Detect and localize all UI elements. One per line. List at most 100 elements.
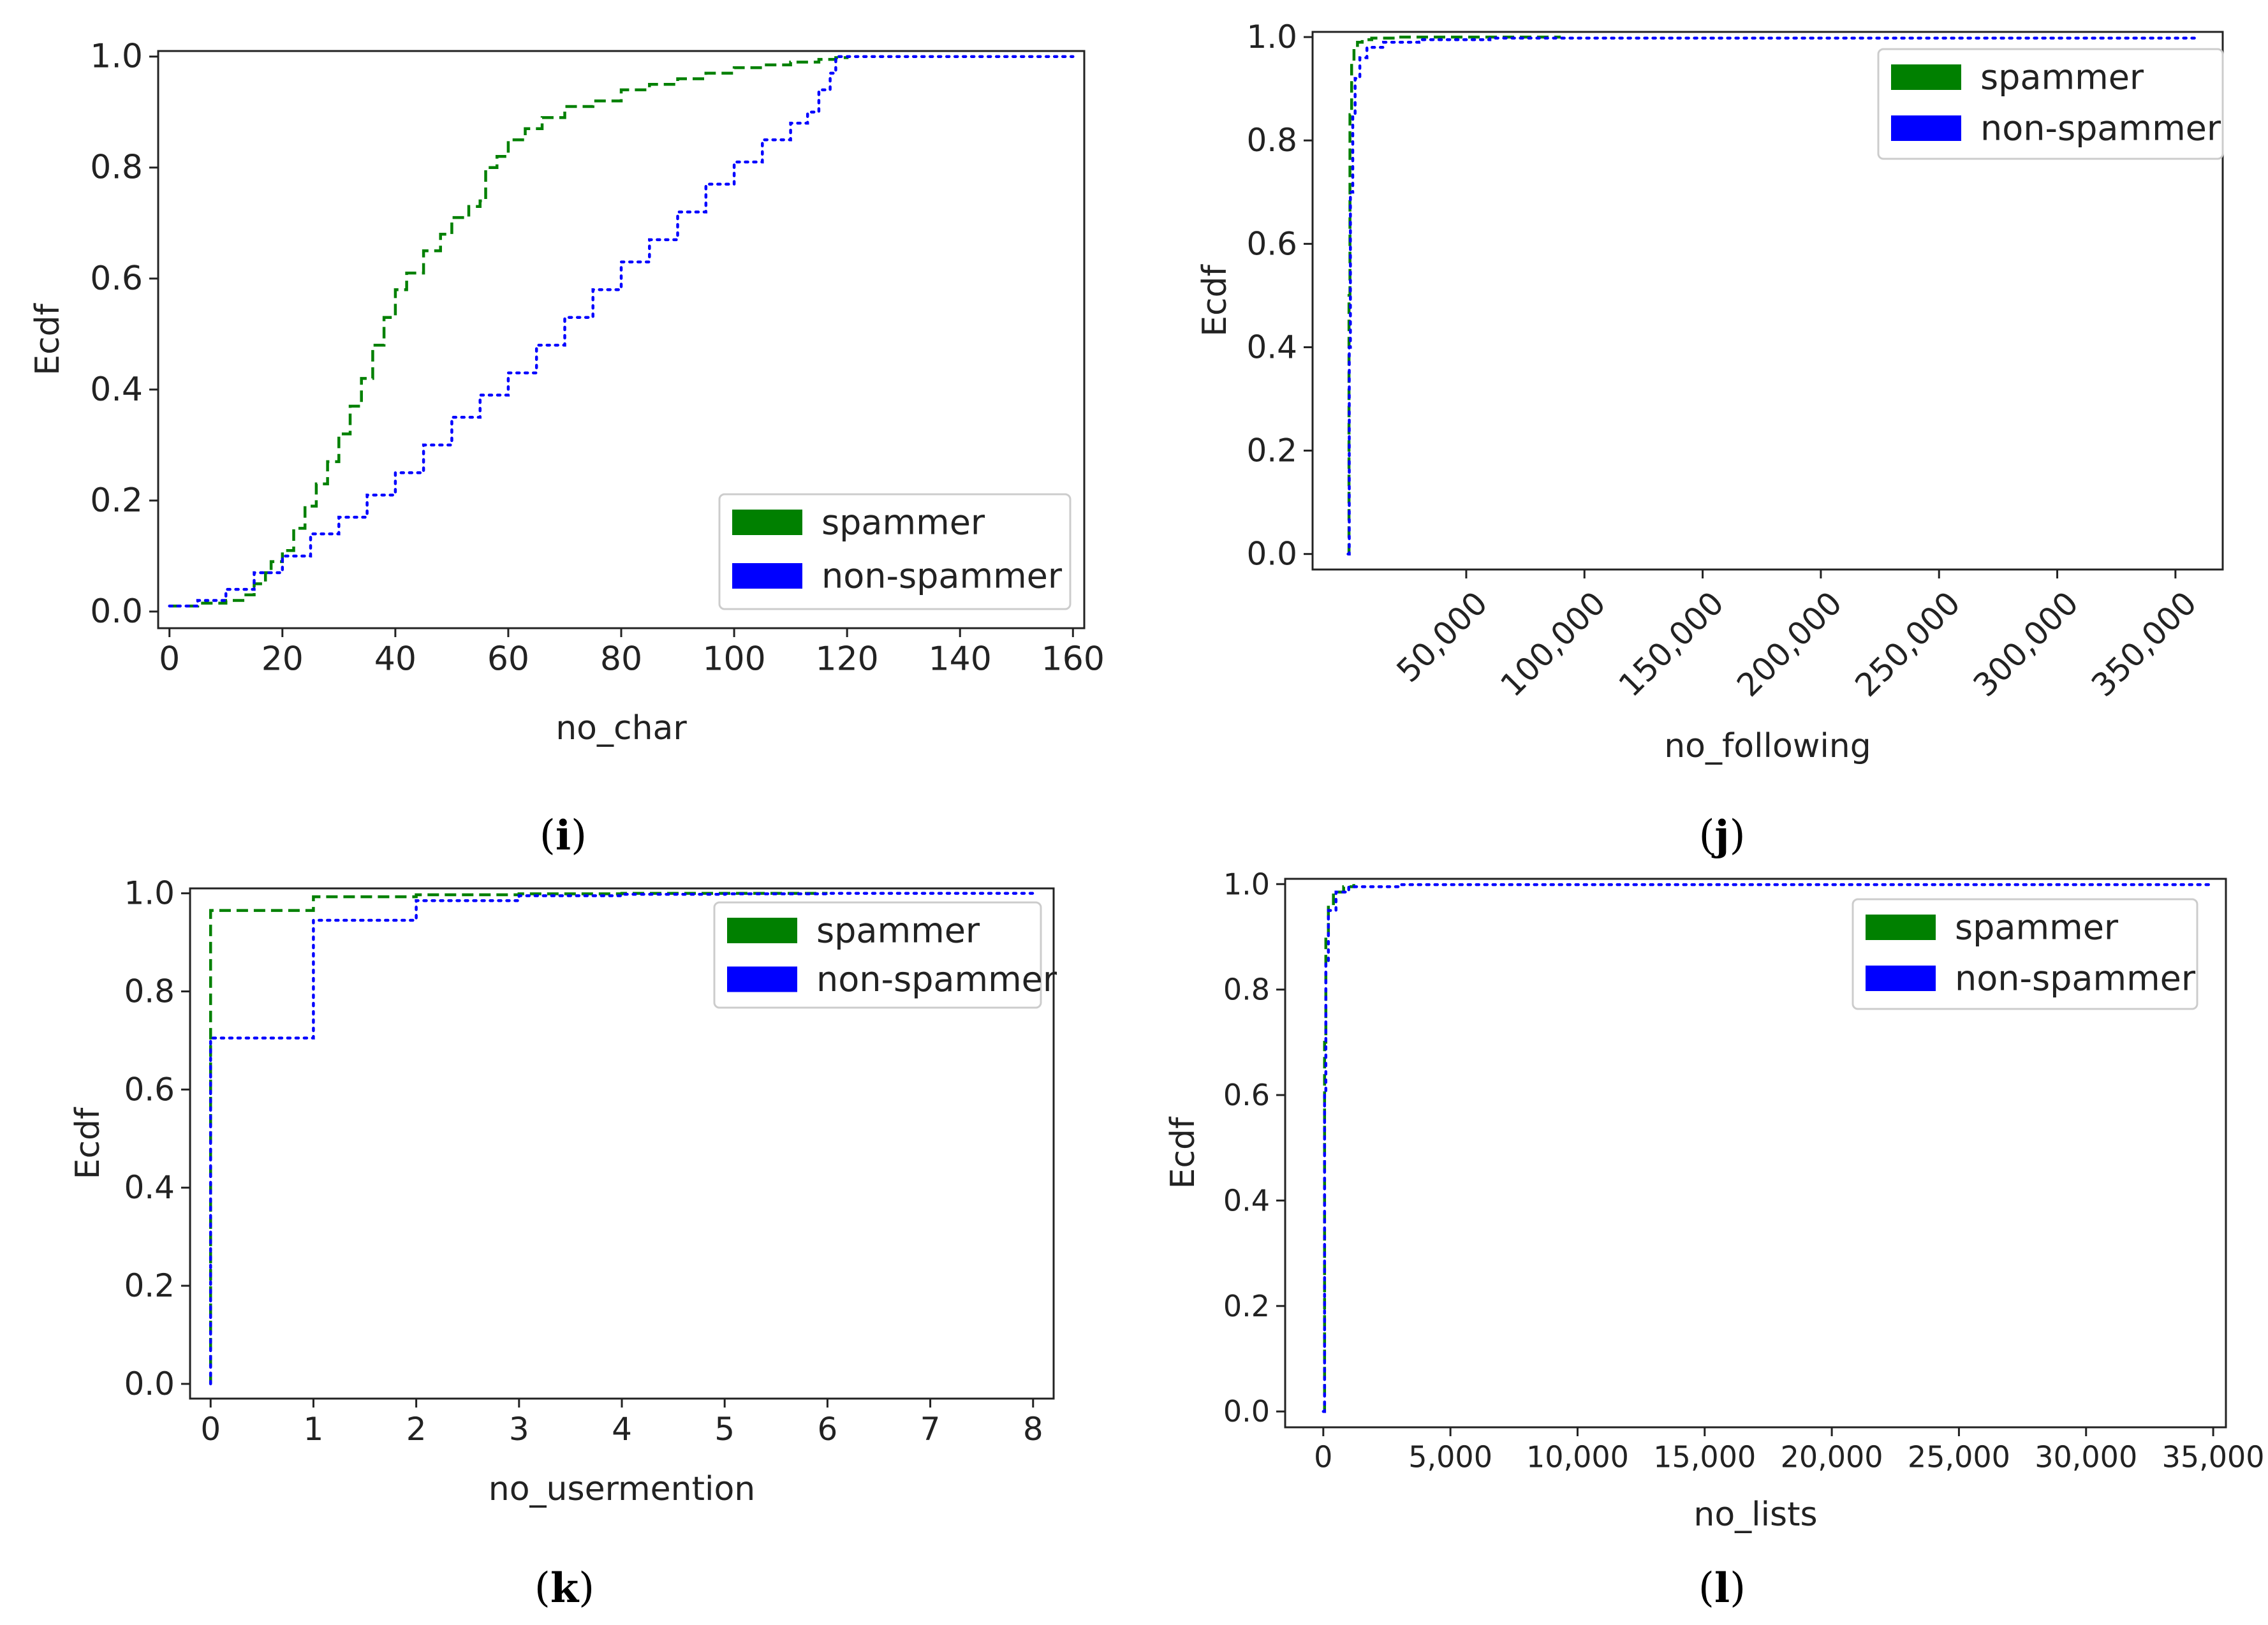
x-tick-label-k: 1 xyxy=(304,1411,324,1448)
plot-frame-l xyxy=(1284,878,2227,1429)
x-axis-label-i: no_char xyxy=(556,709,687,747)
y-tick-label-j: 0.8 xyxy=(1246,122,1297,159)
legend-label-spammer-i: spammer xyxy=(821,503,985,543)
series-spammer-line-l xyxy=(1323,884,1355,1413)
x-tick-label-l: 30,000 xyxy=(2035,1439,2137,1474)
series-non-spammer-line-k xyxy=(209,892,1035,1386)
panel-caption-j: (j) xyxy=(1698,812,1745,860)
series-non-spammer-line-i xyxy=(168,55,1075,608)
y-axis-label-i: Ecdf xyxy=(29,302,67,375)
y-tick-label-i: 0.4 xyxy=(90,371,143,409)
legend-label-non-spammer-k: non-spammer xyxy=(816,959,1057,999)
x-tick-label-i: 60 xyxy=(487,640,529,679)
series-spammer-line-k xyxy=(209,892,828,1384)
x-tick-label-i: 0 xyxy=(159,640,180,679)
y-tick-label-j: 1.0 xyxy=(1246,18,1297,55)
x-tick-label-i: 20 xyxy=(261,640,304,679)
y-tick-label-l: 0.8 xyxy=(1223,973,1270,1007)
series-non-spammer-line-l xyxy=(1322,883,2215,1413)
panel-l: 0.0 0.2 0.4 0.6 0.8 1.0 0 5,000 10,000 15,000 20,0… xyxy=(1164,867,2265,1612)
legend-swatch-spammer-l xyxy=(1866,915,1936,940)
panel-caption-i: (i) xyxy=(540,812,587,860)
x-tick-label-i: 40 xyxy=(374,640,416,679)
y-tick-label-k: 0.8 xyxy=(124,973,175,1010)
y-tick-label-l: 0.2 xyxy=(1223,1289,1270,1323)
panel-caption-k: (k) xyxy=(534,1564,594,1612)
x-tick-label-j: 100,000 xyxy=(1494,584,1613,703)
x-tick-label-l: 15,000 xyxy=(1653,1439,1756,1474)
y-tick-label-i: 0.6 xyxy=(90,260,143,298)
x-tick-label-k: 7 xyxy=(920,1411,941,1448)
x-tick-label-l: 5,000 xyxy=(1408,1439,1492,1474)
legend-swatch-non-spammer-i xyxy=(732,563,802,589)
x-tick-label-j: 50,000 xyxy=(1390,584,1495,689)
legend-swatch-non-spammer-j xyxy=(1891,115,1961,141)
panel-k: 0.0 0.2 0.4 0.6 0.8 1.0 0 1 2 3 4 5 6 7 8 Ecdf no_userme… xyxy=(69,875,1057,1612)
x-tick-label-j: 150,000 xyxy=(1612,584,1731,703)
x-tick-label-i: 80 xyxy=(600,640,642,679)
x-tick-label-j: 250,000 xyxy=(1848,584,1968,703)
y-tick-label-l: 0.0 xyxy=(1223,1394,1270,1429)
x-tick-label-l: 25,000 xyxy=(1908,1439,2010,1474)
x-axis-label-l: no_lists xyxy=(1693,1496,1817,1534)
x-tick-label-k: 6 xyxy=(817,1411,837,1448)
x-tick-label-k: 5 xyxy=(714,1411,735,1448)
x-tick-label-l: 35,000 xyxy=(2162,1439,2265,1474)
x-tick-label-j: 350,000 xyxy=(2084,584,2204,703)
x-tick-label-k: 3 xyxy=(509,1411,529,1448)
y-tick-label-k: 0.6 xyxy=(124,1071,175,1108)
y-tick-label-j: 0.2 xyxy=(1246,432,1297,469)
x-axis-label-k: no_usermention xyxy=(489,1470,756,1508)
y-axis-label-l: Ecdf xyxy=(1164,1116,1202,1189)
legend-swatch-spammer-k xyxy=(727,918,797,943)
legend-label-non-spammer-j: non-spammer xyxy=(1980,108,2221,149)
legend-box-i xyxy=(718,493,1071,610)
y-tick-label-l: 1.0 xyxy=(1223,867,1270,901)
panel-i: 0.0 0.2 0.4 0.6 0.8 1.0 0 20 40 60 80 100 120 140 160 E… xyxy=(29,38,1105,860)
y-tick-label-l: 0.4 xyxy=(1223,1183,1270,1217)
y-tick-label-l: 0.6 xyxy=(1223,1078,1270,1112)
x-tick-label-k: 4 xyxy=(612,1411,632,1448)
x-tick-label-k: 0 xyxy=(200,1411,221,1448)
series-spammer-line-j xyxy=(1347,35,1561,555)
panel-caption-l: (l) xyxy=(1698,1564,1746,1612)
x-tick-label-j: 300,000 xyxy=(1966,584,2086,703)
x-tick-label-k: 2 xyxy=(406,1411,427,1448)
x-tick-label-i: 100 xyxy=(702,640,765,679)
x-tick-label-l: 0 xyxy=(1314,1439,1332,1474)
legend-label-non-spammer-l: non-spammer xyxy=(1955,959,2196,999)
x-axis-label-j: no_following xyxy=(1664,727,1871,765)
legend-swatch-non-spammer-k xyxy=(727,966,797,992)
x-tick-label-j: 200,000 xyxy=(1730,584,1849,703)
y-tick-label-i: 0.8 xyxy=(90,149,143,187)
panel-j: 0.0 0.2 0.4 0.6 0.8 1.0 50,000100,000150,00020… xyxy=(1196,18,2224,860)
legend-label-spammer-l: spammer xyxy=(1955,908,2119,948)
y-tick-label-k: 0.0 xyxy=(124,1365,175,1402)
y-axis-label-k: Ecdf xyxy=(69,1107,107,1179)
y-tick-label-i: 0.2 xyxy=(90,482,143,520)
x-tick-label-l: 20,000 xyxy=(1781,1439,1883,1474)
plot-frame-j xyxy=(1311,31,2224,571)
y-tick-label-k: 1.0 xyxy=(124,875,175,912)
legend-swatch-spammer-j xyxy=(1891,64,1961,90)
y-tick-label-j: 0.4 xyxy=(1246,328,1297,365)
y-tick-label-j: 0.0 xyxy=(1246,536,1297,573)
x-tick-label-i: 120 xyxy=(816,640,879,679)
y-axis-label-j: Ecdf xyxy=(1196,263,1234,336)
x-tick-label-l: 10,000 xyxy=(1526,1439,1629,1474)
legend-swatch-non-spammer-l xyxy=(1866,966,1936,991)
legend-box-l xyxy=(1852,898,2198,1010)
y-tick-label-i: 1.0 xyxy=(90,38,143,76)
legend-label-spammer-k: spammer xyxy=(816,911,980,951)
legend-swatch-spammer-i xyxy=(732,510,802,535)
y-tick-label-j: 0.6 xyxy=(1246,225,1297,262)
y-tick-label-k: 0.4 xyxy=(124,1169,175,1206)
series-non-spammer-line-j xyxy=(1346,35,2201,555)
legend-label-non-spammer-i: non-spammer xyxy=(821,556,1063,596)
x-tick-label-k: 8 xyxy=(1023,1411,1043,1448)
legend-box-j xyxy=(1877,48,2224,160)
y-tick-label-k: 0.2 xyxy=(124,1267,175,1304)
x-tick-label-i: 140 xyxy=(929,640,992,679)
y-tick-label-i: 0.0 xyxy=(90,592,143,631)
legend-label-spammer-j: spammer xyxy=(1980,57,2144,98)
